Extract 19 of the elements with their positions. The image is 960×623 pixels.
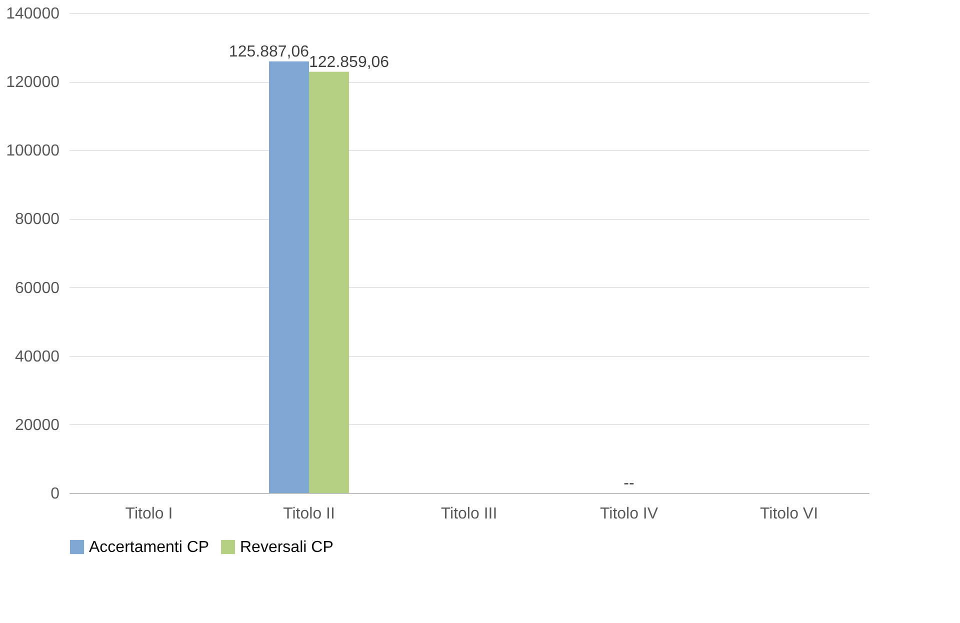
y-tick-label: 0 bbox=[50, 486, 60, 502]
data-label: - bbox=[629, 475, 634, 492]
x-tick-label: Titolo II bbox=[283, 506, 335, 522]
x-tick-label: Titolo IV bbox=[600, 506, 658, 522]
y-tick-label: 60000 bbox=[15, 280, 60, 297]
x-tick-label: Titolo III bbox=[440, 506, 498, 522]
y-tick-label: 140000 bbox=[6, 6, 60, 22]
y-tick-label: 80000 bbox=[15, 211, 60, 228]
y-tick-label: 120000 bbox=[6, 74, 60, 92]
legend-label: Reversali CP bbox=[240, 539, 334, 556]
y-tick-label: 100000 bbox=[6, 142, 60, 160]
y-tick-label: 20000 bbox=[15, 416, 60, 434]
x-tick-label: Titolo I bbox=[125, 506, 173, 522]
data-label: 125.887,06 bbox=[228, 43, 310, 60]
legend-label: Accertamenti CP bbox=[89, 539, 210, 556]
data-label: 122.859,06 bbox=[309, 54, 390, 71]
x-tick-label: Titolo VI bbox=[760, 506, 818, 522]
y-tick-label: 40000 bbox=[15, 348, 60, 366]
data-label: - bbox=[624, 475, 629, 492]
